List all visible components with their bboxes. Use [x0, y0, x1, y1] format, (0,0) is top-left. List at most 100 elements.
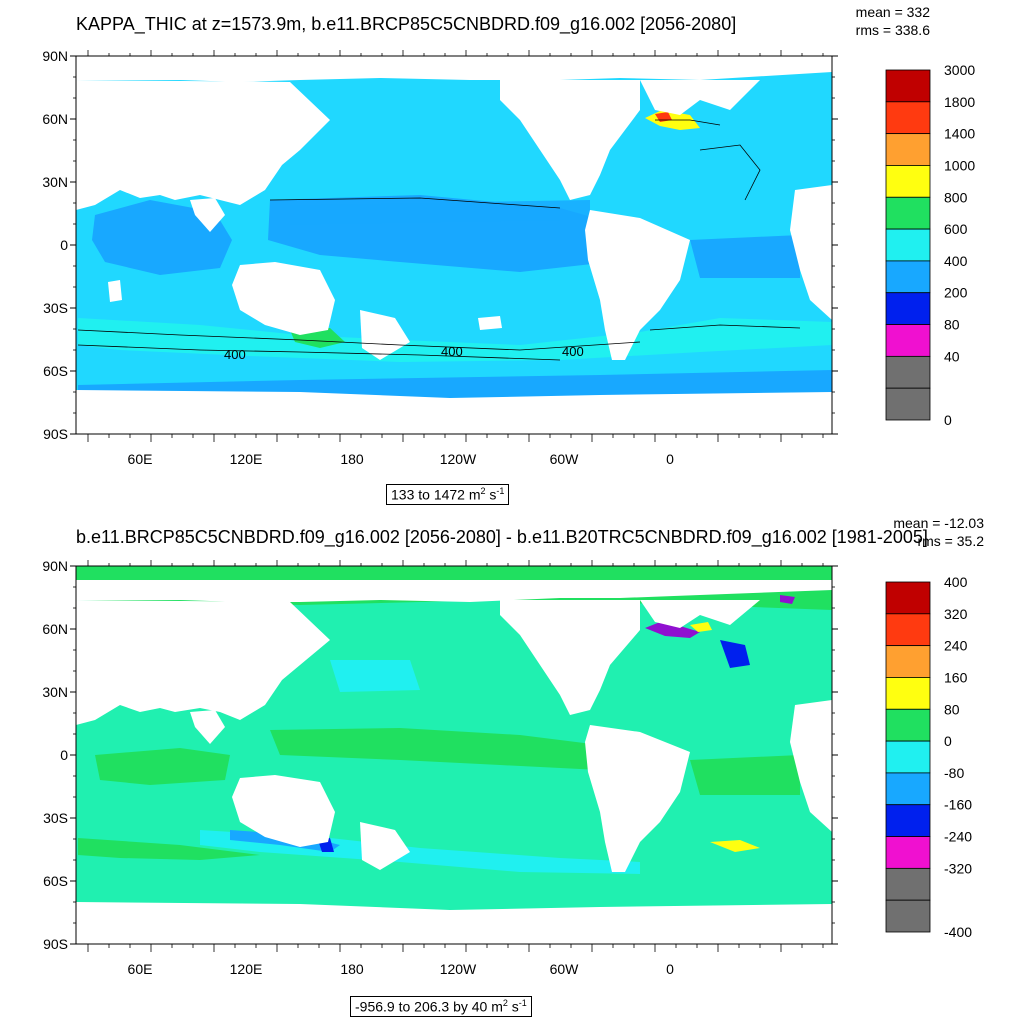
top-land-greenland — [640, 80, 760, 115]
bottom-labrador-yellow — [690, 622, 712, 632]
bottom-land-eurasia — [76, 580, 832, 602]
lat-label: 30S — [43, 300, 68, 316]
top-contours — [77, 119, 801, 361]
lat-label: 90N — [42, 48, 68, 64]
bottom-rms-label: rms = 35.2 — [917, 533, 984, 549]
colorbar-label: 600 — [944, 221, 968, 237]
colorbar-box — [885, 645, 931, 678]
colorbar-label: 1400 — [944, 126, 975, 142]
lon-label: 60W — [550, 961, 580, 977]
top-land-island — [478, 316, 502, 330]
top-tropical-band-atlantic — [690, 235, 800, 278]
top-axis-labels: 90N 60N 30N 0 30S 60S 90S 60E 120E 180 120W 60W 0 — [42, 48, 674, 467]
colorbar-box — [885, 133, 931, 166]
bottom-mean-label: mean = -12.03 — [893, 515, 984, 531]
colorbar-label: 400 — [944, 253, 968, 269]
bottom-caption-mid: s — [507, 998, 519, 1015]
bottom-land-north-america — [500, 600, 640, 715]
lat-label: 30N — [42, 174, 68, 190]
bottom-nordic-purple — [780, 595, 795, 604]
top-units-caption: 133 to 1472 m2 s-1 — [386, 484, 510, 505]
bottom-axis-labels: 90N 60N 30N 0 30S 60S 90S 60E 120E 180 120W 60W 0 — [42, 558, 674, 977]
lon-label: 60E — [128, 451, 153, 467]
lat-label: 0 — [60, 747, 68, 763]
top-land-south-america — [585, 210, 690, 360]
colorbar-box — [885, 677, 931, 710]
colorbar-label: 320 — [944, 606, 968, 622]
bottom-land-india — [190, 710, 225, 744]
top-caption-sup1: 2 — [480, 486, 486, 496]
top-mean-label: mean = 332 — [855, 4, 930, 20]
top-land-madagascar — [108, 280, 122, 302]
bottom-green-band-equator — [270, 728, 600, 770]
bottom-caption-sup2: -1 — [518, 998, 527, 1008]
bottom-units-caption: -956.9 to 206.3 by 40 m2 s-1 — [350, 996, 532, 1017]
top-npac-band — [290, 200, 590, 225]
top-land-eurasia — [76, 56, 832, 82]
colorbar-label: 0 — [944, 412, 952, 428]
colorbar-box — [885, 355, 931, 389]
colorbar-label: 160 — [944, 669, 968, 685]
top-land-asia — [76, 80, 330, 210]
colorbar-label: 800 — [944, 189, 968, 205]
top-land-new-zealand — [360, 310, 410, 360]
lon-label: 60E — [128, 961, 153, 977]
lon-label: 180 — [340, 451, 364, 467]
lat-label: 60N — [42, 621, 68, 637]
colorbar-box — [885, 708, 931, 742]
colorbar-label: 80 — [944, 317, 960, 333]
colorbar-box — [885, 740, 931, 774]
bottom-green-south — [78, 838, 260, 860]
bottom-labrador-purple — [645, 622, 700, 638]
colorbar-box — [885, 69, 931, 103]
top-tropical-band-indian — [92, 200, 232, 275]
top-contour-3 — [269, 197, 561, 209]
top-contour-4 — [649, 324, 801, 331]
lon-label: 120W — [440, 961, 477, 977]
colorbar-box — [885, 581, 931, 615]
colorbar-label: -80 — [944, 765, 964, 781]
lat-label: 60S — [43, 873, 68, 889]
lon-label: 120W — [440, 451, 477, 467]
colorbar-label: -400 — [944, 924, 972, 940]
lat-label: 60N — [42, 111, 68, 127]
colorbar-box — [885, 899, 931, 933]
bottom-land-antarctica — [76, 902, 832, 944]
colorbar-box — [885, 101, 931, 135]
lat-label: 30S — [43, 810, 68, 826]
bottom-colorbar: 400 320 240 160 80 0 -80 -160 -240 -320 -400 — [885, 574, 972, 940]
top-caption-sup2: -1 — [496, 486, 505, 496]
colorbar-box — [885, 772, 931, 806]
colorbar-label: 40 — [944, 348, 960, 364]
top-land-australia — [232, 262, 335, 335]
colorbar-label: -320 — [944, 860, 972, 876]
lon-label: 120E — [230, 961, 263, 977]
lon-label: 180 — [340, 961, 364, 977]
lat-label: 30N — [42, 684, 68, 700]
bottom-ticks — [70, 560, 838, 952]
colorbar-label: 3000 — [944, 62, 975, 78]
bottom-map: 90N 60N 30N 0 30S 60S 90S 60E 120E 180 120W 60W 0 40… — [42, 558, 972, 977]
lat-label: 60S — [43, 363, 68, 379]
bottom-caption-sup1: 2 — [502, 998, 508, 1008]
bottom-land-africa — [790, 700, 832, 832]
top-ticks — [70, 50, 838, 442]
top-contour-label-3: 400 — [562, 344, 584, 359]
bottom-green-band-atlantic — [690, 755, 800, 795]
bottom-caption-main: -956.9 to 206.3 by 40 m — [355, 998, 503, 1015]
bottom-land-greenland — [640, 600, 760, 628]
bottom-yellow-patch — [710, 840, 760, 852]
lat-label: 0 — [60, 237, 68, 253]
top-contour-2 — [77, 344, 561, 361]
lat-label: 90S — [43, 936, 68, 952]
top-land-india — [190, 198, 225, 232]
top-land-africa — [790, 185, 832, 320]
colorbar-label: 80 — [944, 701, 960, 717]
bottom-land-south-america — [585, 725, 690, 872]
bottom-green-band-indian — [95, 748, 230, 785]
top-rms-label: rms = 338.6 — [855, 22, 930, 38]
bottom-land-new-zealand — [360, 822, 410, 870]
bottom-land — [76, 580, 832, 944]
top-caption-main: 133 to 1472 m — [391, 486, 481, 503]
